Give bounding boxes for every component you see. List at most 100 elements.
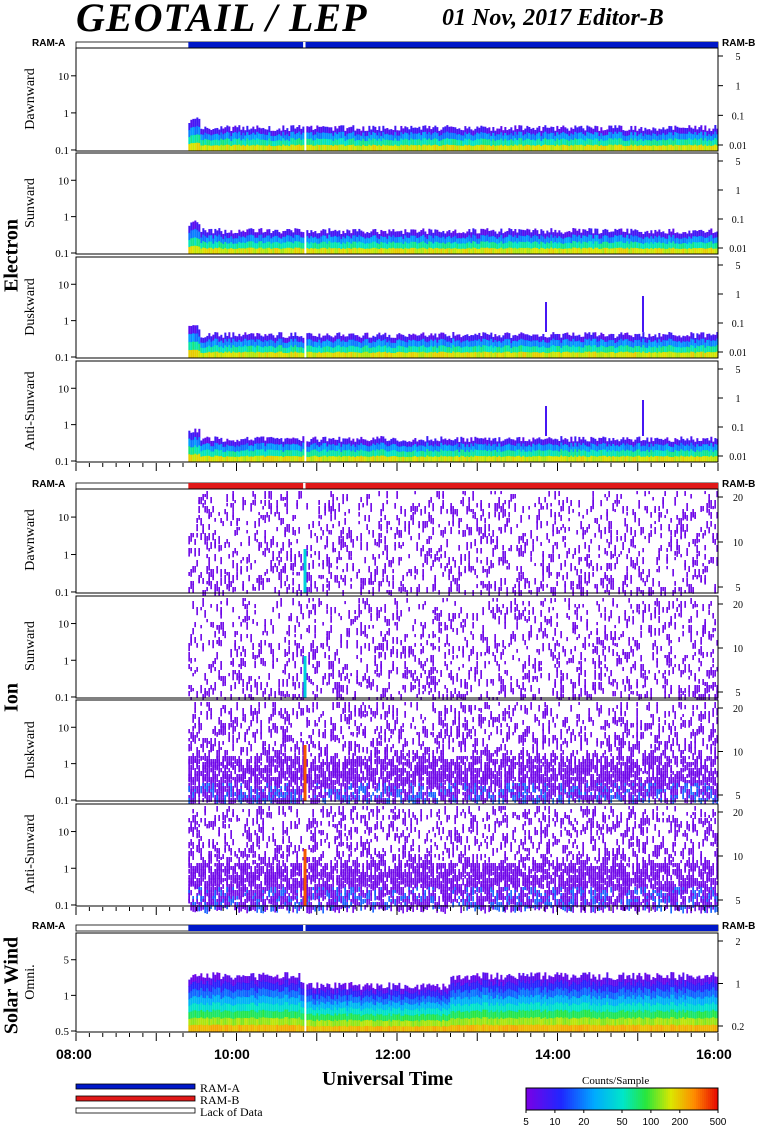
right-tick-label-2-3: 0.01 [729,244,747,255]
right-tick-label-7-0: 20 [733,704,743,715]
left-tick-label-2-1: 1 [64,212,70,224]
legend-swatch-ram-b [76,1096,195,1101]
right-tick-label-9-0: 2 [736,937,741,948]
right-tick-label-3-2: 0.1 [732,319,745,330]
panel-label-electron-anti-sunward: Anti-Sunward [23,356,39,466]
group-label-electron: Electron [1,216,24,296]
left-tick-label-3-2: 0.1 [55,352,69,364]
left-tick-label-1-1: 1 [64,108,70,120]
legend-swatch-lack-of-data [76,1108,195,1113]
right-tick-label-6-1: 10 [733,644,743,655]
left-tick-label-5-1: 1 [64,550,70,562]
right-tick-label-1-0: 5 [736,52,741,63]
colorbar-title: Counts/Sample [582,1075,649,1087]
left-tick-label-1-0: 10 [58,71,70,83]
panel-label-ion-duskward: Duskward [23,695,39,805]
status-bar-gap-2 [303,483,305,489]
right-tick-label-2-1: 1 [736,186,741,197]
right-tick-label-6-0: 20 [733,600,743,611]
right-tick-label-3-1: 1 [736,290,741,301]
status-bar-gap-3 [303,925,305,931]
right-tick-label-5-0: 20 [733,493,743,504]
right-tick-label-4-1: 1 [736,394,741,405]
date-editor-label: 01 Nov, 2017 Editor-B [442,5,664,32]
ion-gap-band-3 [304,745,307,801]
left-tick-label-1-2: 0.1 [55,145,69,157]
panel-label-solar-wind-omni-: Omni. [23,927,39,1037]
right-tick-label-6-2: 5 [736,688,741,699]
left-tick-label-3-0: 10 [58,279,70,291]
ion-gap-band-4 [304,849,307,906]
panel-label-electron-dawnward: Dawnward [23,44,39,154]
status-bar-electron [188,42,718,48]
x-axis-label: Universal Time [322,1068,453,1091]
right-tick-label-5-1: 10 [733,538,743,549]
electron-spike-3-1 [545,302,547,332]
right-tick-label-8-0: 20 [733,808,743,819]
left-tick-label-7-0: 10 [58,722,70,734]
right-tick-label-7-1: 10 [733,748,743,759]
right-tick-label-4-2: 0.1 [732,423,745,434]
left-tick-label-9-2: 0.5 [55,1026,69,1038]
right-tick-label-1-1: 1 [736,82,741,93]
left-tick-label-3-1: 1 [64,316,70,328]
left-tick-label-6-0: 10 [58,619,70,631]
group-label-solar-wind: Solar Wind [1,936,24,1036]
panel-label-ion-sunward: Sunward [23,591,39,701]
x-tick-label-1400: 14:00 [535,1046,571,1062]
spectrogram-solar-wind [188,972,718,1032]
ram-right-label-2: RAM-B [722,479,755,490]
right-tick-label-2-0: 5 [736,157,741,168]
status-bar-ion [188,483,718,489]
colorbar-tick-label-4: 100 [643,1117,660,1128]
left-tick-label-6-2: 0.1 [55,692,69,704]
x-tick-label-0800: 08:00 [56,1046,92,1062]
left-tick-label-8-2: 0.1 [55,900,69,912]
left-tick-label-6-1: 1 [64,655,70,667]
left-tick-label-7-2: 0.1 [55,795,69,807]
right-tick-label-8-2: 5 [736,896,741,907]
electron-spike-4-2 [642,400,644,436]
left-tick-label-4-1: 1 [64,420,70,432]
ion-gap-band-1 [304,549,307,593]
right-tick-label-9-1: 1 [736,980,741,991]
right-tick-label-9-2: 0.2 [732,1022,745,1033]
right-tick-label-4-3: 0.01 [729,452,747,463]
right-tick-label-8-1: 10 [733,852,743,863]
right-tick-label-3-3: 0.01 [729,348,747,359]
ion-gap-band-2 [304,656,307,698]
ram-right-label-3: RAM-B [722,921,755,932]
group-label-ion: Ion [1,658,24,738]
electron-spike-4-1 [545,406,547,436]
right-tick-label-5-2: 5 [736,583,741,594]
right-tick-label-7-2: 5 [736,791,741,802]
panel-label-ion-anti-sunward: Anti-Sunward [23,799,39,909]
left-tick-label-7-1: 1 [64,759,70,771]
right-tick-label-1-2: 0.1 [732,111,745,122]
status-bar-solar-wind [188,925,718,931]
legend-swatch-ram-a [76,1084,195,1089]
colorbar-tick-label-3: 50 [616,1117,628,1128]
left-tick-label-8-1: 1 [64,863,70,875]
right-tick-label-4-0: 5 [736,365,741,376]
panel-label-ion-dawnward: Dawnward [23,485,39,595]
colorbar-tick-label-1: 10 [549,1117,561,1128]
left-tick-label-8-0: 10 [58,827,70,839]
panel-label-electron-sunward: Sunward [23,148,39,258]
left-tick-label-5-2: 0.1 [55,587,69,599]
ram-right-label-1: RAM-B [722,38,755,49]
right-tick-label-3-0: 5 [736,261,741,272]
colorbar-tick-label-6: 500 [710,1117,727,1128]
legend-lack-of-data-label: Lack of Data [200,1105,263,1120]
status-bar-gap-1 [303,42,305,48]
left-tick-label-9-1: 1 [64,990,70,1002]
chart-title: GEOTAIL / LEP [76,0,368,41]
left-tick-label-5-0: 10 [58,512,70,524]
right-tick-label-1-3: 0.01 [729,141,747,152]
colorbar-tick-label-5: 200 [671,1117,688,1128]
right-tick-label-2-2: 0.1 [732,215,745,226]
panel-bg-5 [76,489,718,593]
x-tick-label-1000: 10:00 [214,1046,250,1062]
left-tick-label-4-2: 0.1 [55,456,69,468]
